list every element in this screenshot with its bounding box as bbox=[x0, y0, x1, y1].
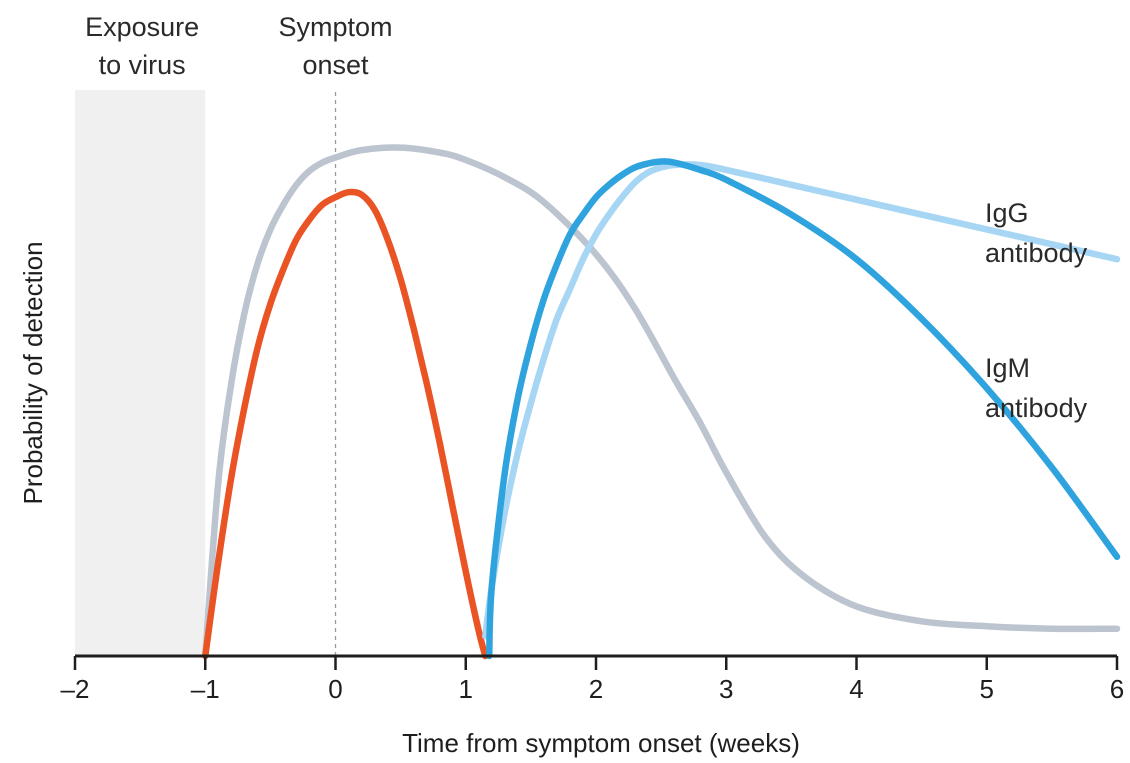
series-line-orange bbox=[202, 188, 489, 660]
x-tick-label: 3 bbox=[719, 674, 733, 704]
x-tick-label: 0 bbox=[328, 674, 342, 704]
series-line-gray bbox=[202, 144, 1121, 660]
x-tick-label: 4 bbox=[849, 674, 863, 704]
y-axis-label: Probability of detection bbox=[18, 241, 48, 504]
x-tick-label: 2 bbox=[589, 674, 603, 704]
x-tick-label: 5 bbox=[980, 674, 994, 704]
symptom-onset-label-line-2: onset bbox=[302, 50, 369, 80]
series-line-igm bbox=[485, 158, 1121, 660]
igg-label-line-2: antibody bbox=[985, 238, 1088, 268]
igm-label-line-2: antibody bbox=[985, 393, 1088, 423]
x-tick-label: 1 bbox=[459, 674, 473, 704]
exposure-shaded-region bbox=[75, 90, 206, 656]
igm-label-line-1: IgM bbox=[985, 353, 1030, 383]
x-tick-label: –1 bbox=[191, 674, 220, 704]
x-axis-ticks: –2 –1 0 1 2 3 4 5 6 bbox=[61, 656, 1124, 704]
x-tick-label: –2 bbox=[61, 674, 90, 704]
x-tick-label: 6 bbox=[1110, 674, 1124, 704]
exposure-label-line-1: Exposure bbox=[85, 12, 199, 42]
igg-label-line-1: IgG bbox=[985, 198, 1029, 228]
x-axis-label: Time from symptom onset (weeks) bbox=[402, 728, 800, 758]
symptom-onset-label-line-1: Symptom bbox=[278, 12, 392, 42]
exposure-label-line-2: to virus bbox=[99, 50, 186, 80]
series-line-igg bbox=[482, 161, 1121, 640]
